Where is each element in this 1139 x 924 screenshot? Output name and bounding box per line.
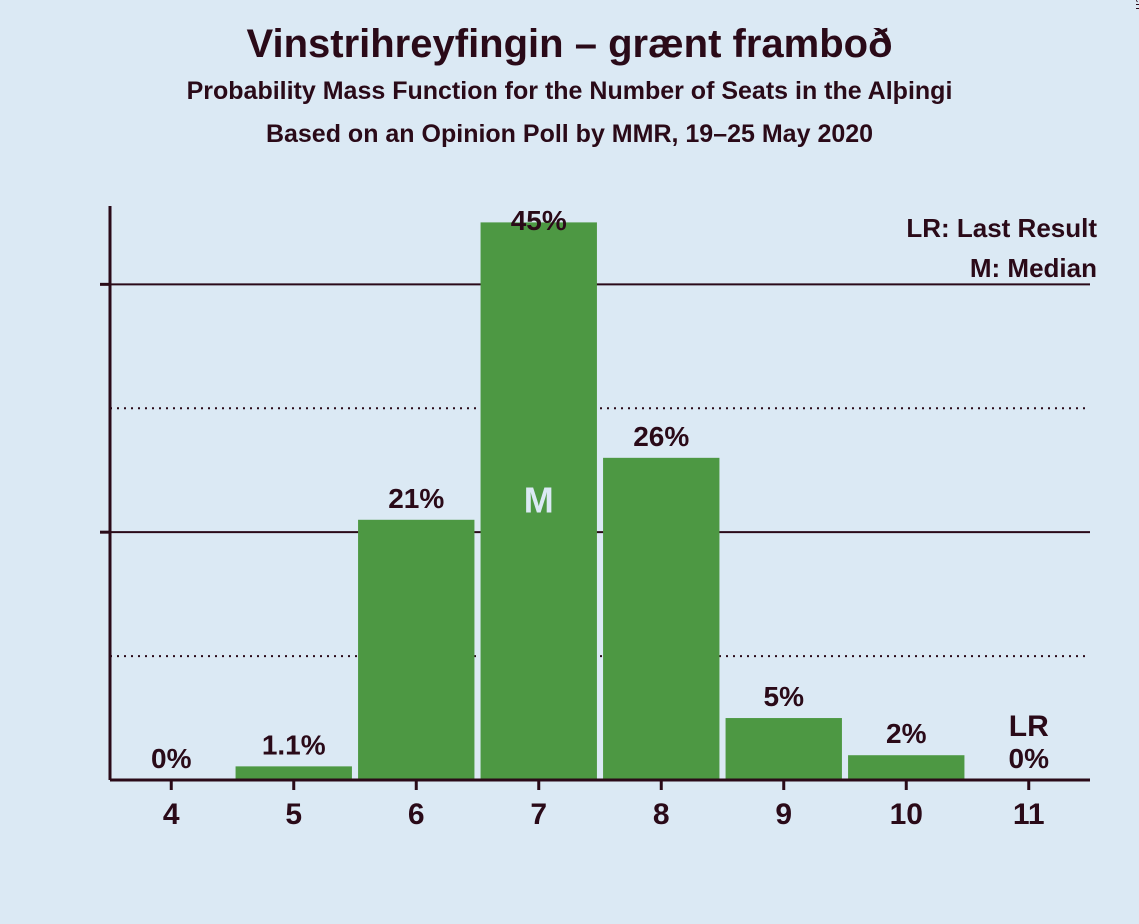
x-tick-label: 10	[890, 798, 923, 831]
bar-value-label: 0%	[151, 743, 192, 774]
x-tick-label: 8	[653, 798, 670, 831]
bar	[726, 718, 842, 780]
pmf-bar-chart: 20%40%0%41.1%521%645%M726%85%92%10LR0%11	[100, 200, 1100, 840]
bar-value-label: 1.1%	[262, 729, 326, 760]
bar-value-label: 26%	[633, 421, 689, 452]
bar-lr-label: LR	[1009, 710, 1049, 743]
page-subtitle-2: Based on an Opinion Poll by MMR, 19–25 M…	[0, 120, 1139, 149]
chart-svg: 20%40%0%41.1%521%645%M726%85%92%10LR0%11	[100, 200, 1100, 840]
bar	[603, 458, 719, 780]
copyright: © 2020 Filip van Laenen	[1133, 0, 1139, 10]
bar-median-label: M	[524, 479, 554, 520]
bar	[358, 520, 474, 780]
bar-value-label: 21%	[388, 483, 444, 514]
bar-value-label: 5%	[764, 681, 805, 712]
bar	[236, 766, 352, 780]
page-title: Vinstrihreyfingin – grænt framboð	[0, 22, 1139, 67]
x-tick-label: 11	[1013, 798, 1045, 831]
bar-value-label: 2%	[886, 718, 927, 749]
x-tick-label: 5	[285, 798, 302, 831]
bar-value-label: 0%	[1009, 743, 1050, 774]
bar	[848, 755, 964, 780]
bar-value-label: 45%	[511, 205, 567, 236]
x-tick-label: 9	[775, 798, 792, 831]
x-tick-label: 4	[163, 798, 180, 831]
x-tick-label: 7	[530, 798, 547, 831]
page-subtitle-1: Probability Mass Function for the Number…	[0, 77, 1139, 106]
x-tick-label: 6	[408, 798, 425, 831]
